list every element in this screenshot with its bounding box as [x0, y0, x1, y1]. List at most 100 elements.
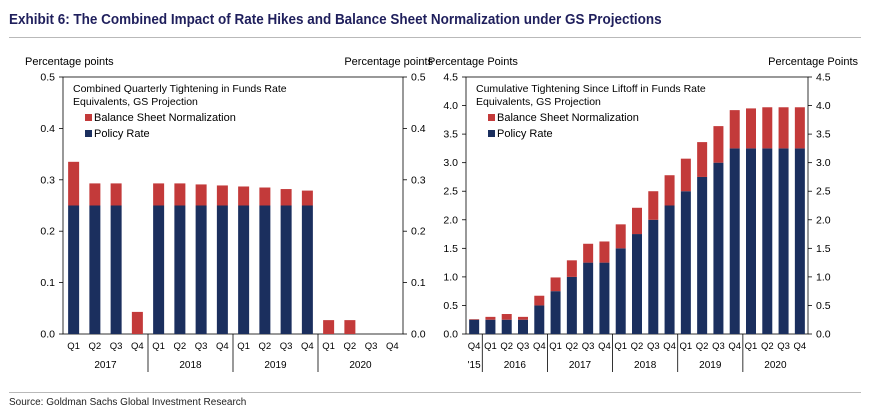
bar-balance-sheet — [778, 107, 789, 149]
y-tick-label-right: 1.0 — [816, 271, 831, 283]
bar-policy-rate — [615, 248, 626, 334]
x-tick-label: Q1 — [614, 341, 627, 352]
bar-policy-rate — [174, 205, 186, 334]
bar-policy-rate — [485, 319, 496, 334]
legend-label: Balance Sheet Normalization — [94, 112, 236, 124]
bar-balance-sheet — [599, 241, 610, 263]
x-tick-label: Q2 — [696, 341, 709, 352]
x-group-label: 2016 — [504, 360, 527, 371]
bar-balance-sheet — [648, 191, 659, 220]
x-tick-label: Q1 — [680, 341, 693, 352]
bar-policy-rate — [648, 219, 659, 334]
bar-policy-rate — [469, 319, 480, 334]
bar-balance-sheet — [566, 260, 577, 277]
bar-balance-sheet — [680, 158, 691, 192]
y-tick-label-left: 4.5 — [443, 72, 458, 84]
y-tick-label-right: 3.0 — [816, 157, 831, 169]
y-tick-label-left: 0.2 — [40, 226, 55, 238]
x-tick-label: Q4 — [663, 341, 676, 352]
legend-swatch — [85, 130, 92, 137]
source-note: Source: Goldman Sachs Global Investment … — [9, 397, 247, 408]
x-tick-label: Q1 — [67, 341, 80, 352]
x-group-label: 2017 — [94, 360, 117, 371]
title-divider — [9, 37, 861, 38]
x-tick-label: Q4 — [533, 341, 546, 352]
bar-policy-rate — [762, 148, 773, 334]
x-tick-label: Q2 — [566, 341, 579, 352]
bar-policy-rate — [550, 291, 561, 334]
exhibit-title: Exhibit 6: The Combined Impact of Rate H… — [9, 12, 662, 28]
bar-policy-rate — [697, 176, 708, 334]
bar-policy-rate — [518, 319, 528, 334]
bar-balance-sheet — [110, 183, 122, 206]
y-tick-label-left: 0.0 — [443, 329, 458, 341]
bar-policy-rate — [110, 205, 122, 334]
y-tick-label-left: 0.3 — [40, 174, 55, 186]
x-tick-label: Q1 — [745, 341, 758, 352]
y-tick-label-right: 2.0 — [816, 214, 831, 226]
y-tick-label-left: 4.0 — [443, 100, 458, 112]
x-tick-label: Q3 — [110, 341, 123, 352]
bar-balance-sheet — [664, 175, 675, 206]
bar-policy-rate — [216, 205, 228, 334]
x-tick-label: Q4 — [131, 341, 144, 352]
bar-policy-rate — [238, 205, 250, 334]
bar-policy-rate — [153, 205, 165, 334]
x-tick-label: Q4 — [301, 341, 314, 352]
y-tick-label-left: 0.5 — [40, 72, 55, 84]
x-tick-label: Q3 — [365, 341, 378, 352]
y-tick-label-right: 0.3 — [411, 174, 426, 186]
x-group-label: 2020 — [349, 360, 372, 371]
y-tick-label-right: 0.0 — [816, 329, 831, 341]
y-tick-label-right: 0.2 — [411, 226, 426, 238]
x-group-label: '15 — [468, 360, 481, 371]
bar-policy-rate — [534, 305, 545, 334]
y-tick-label-right: 0.5 — [816, 300, 831, 312]
y-tick-label-left: 0.5 — [443, 300, 458, 312]
x-tick-label: Q1 — [549, 341, 562, 352]
bar-policy-rate — [713, 162, 724, 334]
x-tick-label: Q3 — [517, 341, 530, 352]
source-divider — [9, 392, 861, 393]
bar-balance-sheet — [615, 224, 626, 249]
y-tick-label-right: 3.5 — [816, 129, 831, 141]
x-tick-label: Q2 — [89, 341, 102, 352]
x-tick-label: Q3 — [195, 341, 208, 352]
x-group-label: 2019 — [699, 360, 722, 371]
y-tick-label-left: 3.0 — [443, 157, 458, 169]
bar-balance-sheet — [153, 183, 165, 206]
legend-swatch — [488, 130, 495, 137]
bar-policy-rate — [664, 205, 675, 334]
y-tick-label-right: 1.5 — [816, 243, 831, 255]
y-tick-label-left: 1.0 — [443, 271, 458, 283]
bar-balance-sheet — [280, 189, 292, 206]
bar-policy-rate — [632, 234, 642, 334]
x-tick-label: Q1 — [237, 341, 250, 352]
x-group-label: 2019 — [264, 360, 287, 371]
legend-label: Balance Sheet Normalization — [497, 112, 639, 124]
x-tick-label: Q2 — [761, 341, 774, 352]
x-group-label: 2017 — [569, 360, 592, 371]
bar-balance-sheet — [485, 316, 496, 320]
legend-label: Policy Rate — [94, 128, 150, 140]
bar-balance-sheet — [131, 311, 143, 334]
bar-policy-rate — [746, 148, 756, 334]
x-tick-label: Q1 — [484, 341, 497, 352]
bar-balance-sheet — [583, 243, 594, 263]
bar-balance-sheet — [469, 319, 480, 320]
bar-balance-sheet — [216, 185, 228, 206]
bar-balance-sheet — [632, 207, 642, 235]
bar-balance-sheet — [301, 190, 313, 206]
bar-policy-rate — [301, 205, 313, 334]
bar-policy-rate — [259, 205, 271, 334]
y-tick-label-left: 1.5 — [443, 243, 458, 255]
x-tick-label: Q1 — [152, 341, 165, 352]
bar-balance-sheet — [713, 126, 724, 163]
bar-balance-sheet — [344, 320, 356, 334]
x-tick-label: Q4 — [794, 341, 807, 352]
bar-balance-sheet — [501, 314, 512, 320]
bar-policy-rate — [501, 319, 512, 334]
x-tick-label: Q4 — [468, 341, 481, 352]
bar-balance-sheet — [794, 107, 805, 149]
